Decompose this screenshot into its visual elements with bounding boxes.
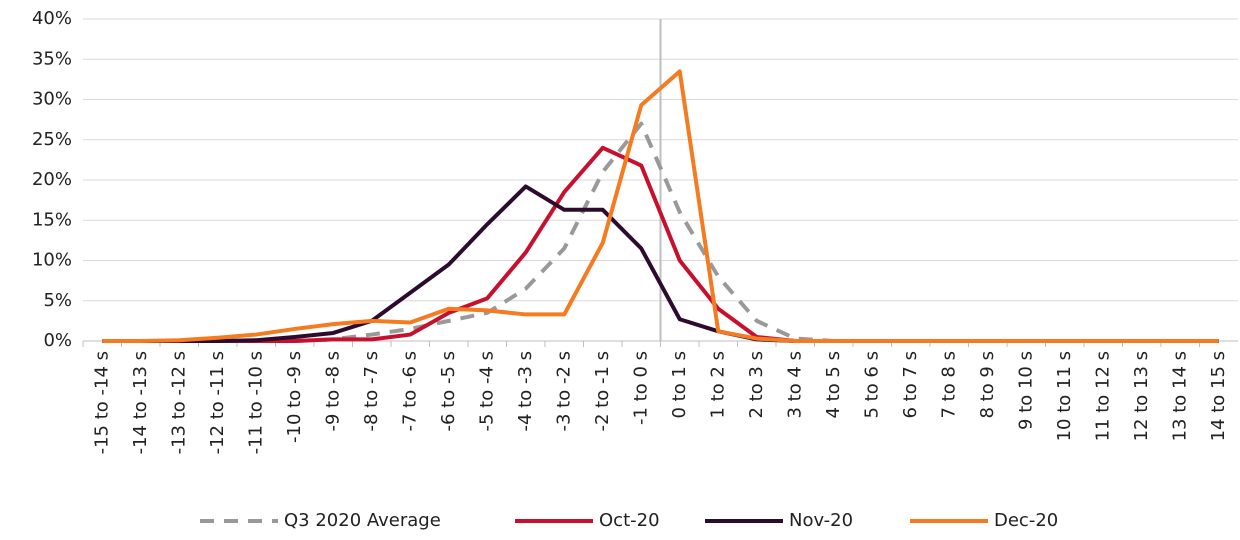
x-tick-label: -8 to -7 s — [361, 351, 382, 432]
x-tick-label: -10 to -9 s — [284, 351, 305, 443]
y-tick-label: 0% — [43, 330, 72, 351]
x-tick-label: 3 to 4 s — [784, 351, 805, 419]
legend-label: Dec-20 — [994, 510, 1058, 531]
legend-label: Nov-20 — [789, 510, 853, 531]
y-tick-label: 35% — [32, 48, 72, 69]
legend-label: Q3 2020 Average — [284, 510, 441, 531]
x-tick-label: 6 to 7 s — [900, 351, 921, 419]
x-tick-label: 7 to 8 s — [938, 351, 959, 419]
x-tick-label: -15 to -14 s — [91, 351, 112, 454]
x-tick-label: -7 to -6 s — [399, 351, 420, 432]
series-line — [102, 69, 1219, 343]
x-tick-label: 1 to 2 s — [707, 351, 728, 419]
x-tick-label: -2 to -1 s — [592, 351, 613, 432]
x-tick-label: 9 to 10 s — [1015, 351, 1036, 430]
x-tick-label: -6 to -5 s — [438, 351, 459, 432]
x-tick-label: 10 to 11 s — [1054, 351, 1075, 441]
x-tick-label: 11 to 12 s — [1092, 351, 1113, 441]
y-tick-label: 15% — [32, 209, 72, 230]
legend-label: Oct-20 — [599, 510, 660, 531]
series-line — [102, 121, 1219, 343]
y-tick-label: 40% — [32, 8, 72, 29]
x-tick-label: -9 to -8 s — [322, 351, 343, 432]
x-tick-label: 8 to 9 s — [977, 351, 998, 419]
x-tick-label: 13 to 14 s — [1169, 351, 1190, 441]
x-tick-label: 14 to 15 s — [1208, 351, 1229, 441]
x-tick-label: -13 to -12 s — [168, 351, 189, 454]
x-tick-label: -11 to -10 s — [245, 351, 266, 454]
y-tick-label: 20% — [32, 169, 72, 190]
y-tick-label: 10% — [32, 250, 72, 271]
x-tick-label: -12 to -11 s — [207, 351, 228, 454]
x-tick-label: 2 to 3 s — [746, 351, 767, 419]
x-tick-label: -14 to -13 s — [130, 351, 151, 454]
y-tick-label: 30% — [32, 89, 72, 110]
y-tick-label: 5% — [43, 290, 72, 311]
x-tick-label: -5 to -4 s — [476, 351, 497, 432]
x-tick-label: 12 to 13 s — [1131, 351, 1152, 441]
x-tick-label: -4 to -3 s — [515, 351, 536, 432]
x-tick-label: 0 to 1 s — [669, 351, 690, 419]
x-tick-label: 5 to 6 s — [861, 351, 882, 419]
x-tick-label: 4 to 5 s — [823, 351, 844, 419]
x-tick-label: -1 to 0 s — [630, 351, 651, 425]
x-tick-label: -3 to -2 s — [553, 351, 574, 432]
y-tick-label: 25% — [32, 129, 72, 150]
